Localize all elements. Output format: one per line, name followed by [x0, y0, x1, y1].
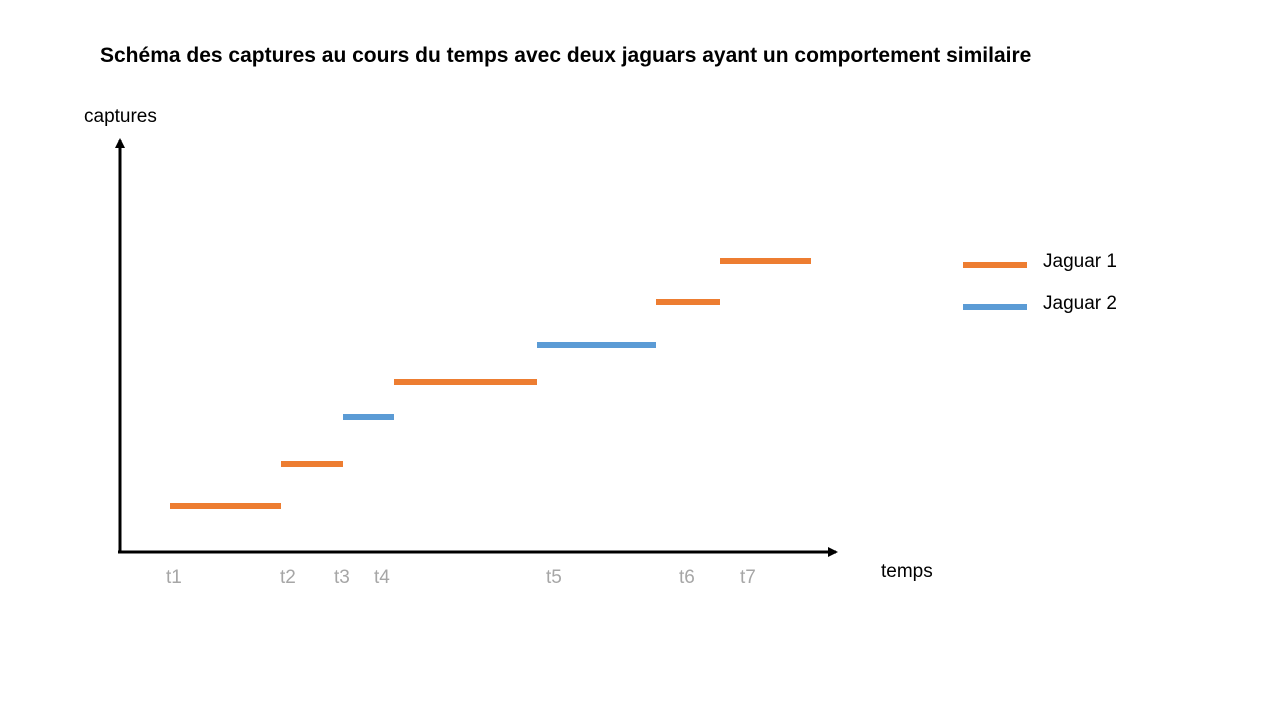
capture-segments — [170, 258, 811, 509]
y-axis-label: captures — [84, 106, 157, 127]
x-tick-label: t4 — [374, 567, 390, 588]
x-tick-label: t7 — [740, 567, 756, 588]
x-tick-label: t2 — [280, 567, 296, 588]
x-tick-label: t1 — [166, 567, 182, 588]
x-tick-label: t5 — [546, 567, 562, 588]
legend-label: Jaguar 1 — [1043, 251, 1117, 272]
legend-swatch — [963, 262, 1027, 268]
diagram-title: Schéma des captures au cours du temps av… — [100, 44, 1032, 67]
x-axis-label: temps — [881, 561, 933, 582]
x-tick-label: t6 — [679, 567, 695, 588]
legend-label: Jaguar 2 — [1043, 293, 1117, 314]
x-tick-label: t3 — [334, 567, 350, 588]
legend-swatch — [963, 304, 1027, 310]
